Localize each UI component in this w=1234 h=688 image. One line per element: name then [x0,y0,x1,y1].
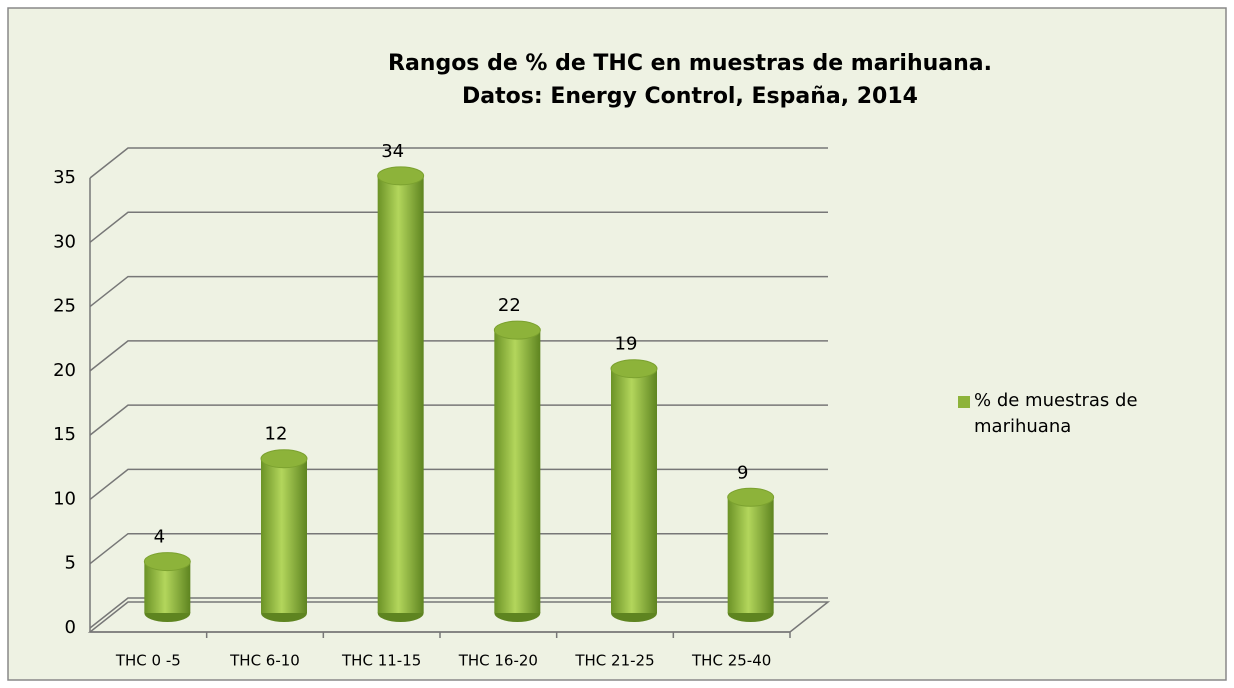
bar [494,330,541,613]
bar-top [143,552,191,572]
x-tick-label: THC 0 -5 [115,652,181,670]
bar [727,497,774,613]
grid-line [89,468,828,501]
y-tick-label: 25 [53,296,76,317]
bar [377,175,424,613]
bar [611,368,657,613]
bar [261,458,307,613]
y-tick-label: 5 [65,553,76,574]
grid-line [89,404,828,436]
bar-top [493,320,541,340]
x-tick-label: THC 25-40 [691,652,771,670]
chart-subtitle: Datos: Energy Control, España, 2014 [462,84,918,109]
y-tick-label: 15 [53,424,76,445]
y-tick-label: 10 [53,488,76,509]
x-tick-label: THC 16-20 [458,652,538,670]
x-tick-label: THC 11-15 [341,652,421,670]
grid-line [89,340,828,372]
data-label: 4 [154,527,165,548]
y-tick-label: 30 [53,231,76,252]
bar-top [260,449,308,469]
bar-top [377,166,425,186]
x-tick-label: THC 21-25 [574,652,654,670]
data-label: 12 [265,424,288,445]
bar-top [610,359,658,379]
grid-line [89,147,828,179]
grid-line [89,532,828,565]
y-tick-label: 20 [53,360,76,381]
data-label: 9 [737,462,748,483]
legend: % de muestras de marihuana [958,388,1188,440]
legend-label: % de muestras de marihuana [974,390,1138,437]
y-tick-label: 0 [65,617,76,638]
y-tick-label: 35 [53,167,76,188]
grid-line [89,275,828,308]
bar-top [727,487,775,507]
chart-title: Rangos de % de THC en muestras de marihu… [388,51,992,76]
grid-line [89,211,828,243]
data-label: 19 [615,334,638,355]
x-tick-label: THC 6-10 [229,652,300,670]
data-label: 22 [498,295,521,316]
data-label: 34 [381,141,404,162]
grid-line [89,597,828,629]
legend-swatch [958,396,970,408]
